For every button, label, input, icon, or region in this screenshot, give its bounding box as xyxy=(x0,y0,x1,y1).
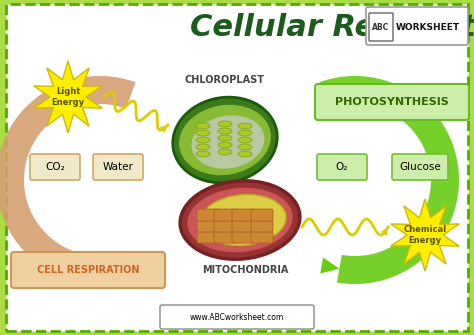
Ellipse shape xyxy=(196,123,210,129)
Polygon shape xyxy=(391,199,459,271)
Text: CO₂: CO₂ xyxy=(45,162,65,172)
FancyBboxPatch shape xyxy=(214,231,238,243)
FancyBboxPatch shape xyxy=(93,154,143,180)
FancyBboxPatch shape xyxy=(232,209,256,221)
FancyBboxPatch shape xyxy=(30,154,80,180)
Polygon shape xyxy=(34,61,102,133)
Polygon shape xyxy=(160,125,168,133)
Ellipse shape xyxy=(238,123,252,129)
Text: O₂: O₂ xyxy=(336,162,348,172)
Ellipse shape xyxy=(196,137,210,143)
Ellipse shape xyxy=(180,181,300,259)
Text: ABC: ABC xyxy=(373,22,390,31)
FancyBboxPatch shape xyxy=(232,231,256,243)
Ellipse shape xyxy=(191,115,264,169)
Polygon shape xyxy=(320,258,339,273)
Ellipse shape xyxy=(218,142,232,148)
Polygon shape xyxy=(381,227,388,236)
FancyBboxPatch shape xyxy=(197,231,219,243)
Ellipse shape xyxy=(179,105,271,175)
Text: www.ABCworksheet.com: www.ABCworksheet.com xyxy=(190,313,284,322)
Ellipse shape xyxy=(238,130,252,136)
FancyBboxPatch shape xyxy=(251,231,273,243)
FancyBboxPatch shape xyxy=(214,209,238,221)
FancyBboxPatch shape xyxy=(197,209,219,221)
Ellipse shape xyxy=(238,144,252,150)
Text: Light
Energy: Light Energy xyxy=(52,87,84,107)
FancyBboxPatch shape xyxy=(232,220,256,232)
Ellipse shape xyxy=(218,149,232,155)
Ellipse shape xyxy=(218,135,232,141)
Text: CHLOROPLAST: CHLOROPLAST xyxy=(185,75,265,85)
Ellipse shape xyxy=(218,128,232,134)
FancyBboxPatch shape xyxy=(251,209,273,221)
FancyBboxPatch shape xyxy=(317,154,367,180)
FancyBboxPatch shape xyxy=(392,154,448,180)
Text: Cellular Respiration: Cellular Respiration xyxy=(190,12,474,42)
FancyBboxPatch shape xyxy=(160,305,314,329)
Ellipse shape xyxy=(218,121,232,127)
FancyBboxPatch shape xyxy=(251,220,273,232)
FancyBboxPatch shape xyxy=(366,7,468,45)
Text: CELL RESPIRATION: CELL RESPIRATION xyxy=(37,265,139,275)
Ellipse shape xyxy=(187,188,292,252)
Text: Water: Water xyxy=(102,162,134,172)
Polygon shape xyxy=(319,76,459,284)
Ellipse shape xyxy=(238,137,252,143)
Ellipse shape xyxy=(173,97,277,183)
FancyBboxPatch shape xyxy=(197,220,219,232)
Ellipse shape xyxy=(238,151,252,157)
FancyBboxPatch shape xyxy=(6,4,468,331)
Ellipse shape xyxy=(200,194,286,246)
FancyBboxPatch shape xyxy=(315,84,469,120)
FancyBboxPatch shape xyxy=(11,252,165,288)
Text: Glucose: Glucose xyxy=(399,162,441,172)
Ellipse shape xyxy=(196,144,210,150)
Ellipse shape xyxy=(196,130,210,136)
Ellipse shape xyxy=(196,151,210,157)
Text: MITOCHONDRIA: MITOCHONDRIA xyxy=(202,265,288,275)
FancyBboxPatch shape xyxy=(214,220,238,232)
Polygon shape xyxy=(0,76,136,284)
FancyBboxPatch shape xyxy=(369,13,393,41)
Text: Chemical
Energy: Chemical Energy xyxy=(403,225,447,245)
Text: PHOTOSYNTHESIS: PHOTOSYNTHESIS xyxy=(335,97,449,107)
Polygon shape xyxy=(100,262,118,278)
Text: WORKSHEET: WORKSHEET xyxy=(396,22,460,31)
